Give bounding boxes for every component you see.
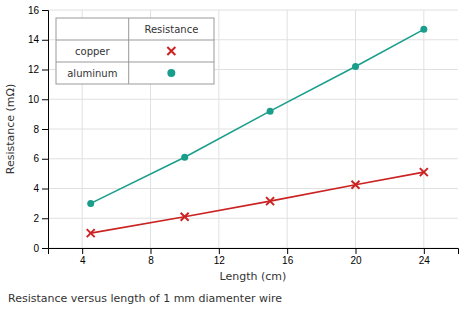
x-tick-mark xyxy=(424,248,425,254)
x-tick-label: 24 xyxy=(419,255,431,266)
y-tick: 10 xyxy=(28,94,48,105)
series-marker xyxy=(352,63,359,70)
y-axis-title: Resistance (mΩ) xyxy=(4,84,17,174)
y-tick: 12 xyxy=(28,64,48,75)
series-marker xyxy=(267,108,274,115)
x-axis-title: Length (cm) xyxy=(220,270,287,283)
series-marker xyxy=(420,168,428,176)
x-tick-label: 12 xyxy=(214,255,226,266)
series-line xyxy=(91,172,424,233)
y-tick-label: 6 xyxy=(33,153,39,164)
x-tick-label: 4 xyxy=(80,255,86,266)
series-marker xyxy=(87,229,95,237)
x-tick: 24 xyxy=(419,248,431,266)
plot: 48121620240246810121416Length (cm)Resist… xyxy=(4,5,459,283)
x-tick-label: 8 xyxy=(148,255,154,266)
x-tick-label: 20 xyxy=(350,255,362,266)
y-tick-mark xyxy=(42,70,48,71)
y-tick-mark xyxy=(42,159,48,160)
grid-line-y xyxy=(48,10,458,11)
chart: 48121620240246810121416Length (cm)Resist… xyxy=(0,0,474,310)
x-tick-mark xyxy=(82,248,83,254)
y-tick-mark xyxy=(42,218,48,219)
series-marker xyxy=(420,26,427,33)
series-marker xyxy=(266,197,274,205)
y-tick: 8 xyxy=(33,124,48,135)
y-axis: 0 2 4 6 8 10 12 14 16 xyxy=(28,5,49,254)
y-tick-mark xyxy=(42,40,48,41)
y-tick: 6 xyxy=(33,153,48,164)
y-tick: 2 xyxy=(33,213,48,224)
grid-line-y xyxy=(48,99,458,100)
x-tick-mark xyxy=(356,248,357,254)
legend-title: Resistance xyxy=(144,24,198,35)
x-tick: 8 xyxy=(148,248,154,266)
y-axis-line xyxy=(42,11,49,249)
y-tick-mark xyxy=(42,248,48,249)
series-marker xyxy=(352,181,360,189)
x-tick: 4 xyxy=(80,248,86,266)
y-tick-mark xyxy=(42,10,48,11)
grid-line-y xyxy=(48,129,458,130)
grid-line-y xyxy=(48,218,458,219)
x-tick-label: 16 xyxy=(282,255,294,266)
series-marker xyxy=(181,154,188,161)
y-tick: 16 xyxy=(28,5,48,16)
x-tick-mark xyxy=(287,248,288,254)
x-tick-mark xyxy=(219,248,220,254)
chart-title: Resistance versus length of 1 mm diament… xyxy=(8,292,282,305)
legend-label: copper xyxy=(75,46,110,57)
legend-box xyxy=(56,18,214,84)
y-tick-label: 12 xyxy=(28,64,40,75)
y-tick-label: 16 xyxy=(28,5,40,16)
x-tick-mark xyxy=(151,248,152,254)
y-tick: 14 xyxy=(28,34,48,45)
x-tick: 20 xyxy=(350,248,362,266)
y-tick-mark xyxy=(42,99,48,100)
legend: Resistance copper aluminum xyxy=(56,18,214,84)
y-tick-label: 8 xyxy=(33,124,39,135)
legend-divider xyxy=(56,40,214,41)
legend-marker xyxy=(167,69,175,77)
x-tick: 16 xyxy=(282,248,294,266)
y-tick: 4 xyxy=(33,183,48,194)
x-tick: 12 xyxy=(214,248,226,266)
y-tick-label: 10 xyxy=(28,94,40,105)
y-tick-mark xyxy=(42,189,48,190)
legend-label: aluminum xyxy=(67,68,117,79)
y-tick-label: 2 xyxy=(33,213,39,224)
x-axis: 4 8 12 16 20 24 xyxy=(49,248,459,266)
x-axis-line xyxy=(49,249,459,255)
legend-divider xyxy=(128,18,129,84)
legend-marker xyxy=(167,47,175,55)
grid xyxy=(48,10,458,248)
y-tick: 0 xyxy=(33,243,48,254)
y-tick-label: 14 xyxy=(28,34,40,45)
y-tick-label: 0 xyxy=(33,243,39,254)
grid-line-y xyxy=(48,158,458,159)
y-tick-mark xyxy=(42,129,48,130)
legend-divider xyxy=(56,62,214,63)
y-tick-label: 4 xyxy=(33,183,39,194)
grid-line-y xyxy=(48,188,458,189)
series-marker xyxy=(87,200,94,207)
series-marker xyxy=(181,213,189,221)
